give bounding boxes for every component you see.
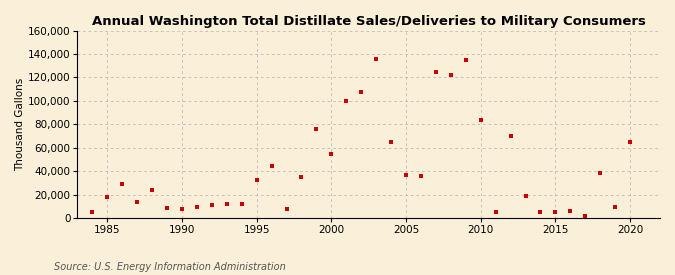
Point: [505, 134, 516, 138]
Point: [520, 194, 531, 198]
Point: [446, 73, 456, 77]
Text: Source: U.S. Energy Information Administration: Source: U.S. Energy Information Administ…: [54, 262, 286, 272]
Point: [192, 204, 202, 209]
Point: [251, 177, 262, 182]
Point: [207, 203, 217, 208]
Point: [311, 127, 322, 131]
Point: [625, 140, 636, 144]
Point: [326, 152, 337, 156]
Title: Annual Washington Total Distillate Sales/Deliveries to Military Consumers: Annual Washington Total Distillate Sales…: [92, 15, 645, 28]
Point: [221, 202, 232, 207]
Point: [490, 210, 501, 215]
Point: [431, 69, 441, 74]
Point: [266, 163, 277, 168]
Point: [595, 170, 605, 175]
Point: [296, 175, 307, 179]
Point: [565, 209, 576, 213]
Point: [161, 205, 172, 210]
Point: [341, 99, 352, 103]
Point: [550, 210, 561, 215]
Point: [371, 57, 381, 61]
Y-axis label: Thousand Gallons: Thousand Gallons: [15, 78, 25, 171]
Point: [580, 214, 591, 218]
Point: [87, 210, 98, 215]
Point: [401, 173, 412, 177]
Point: [460, 58, 471, 62]
Point: [535, 210, 546, 215]
Point: [416, 174, 427, 178]
Point: [385, 140, 396, 144]
Point: [236, 202, 247, 207]
Point: [281, 207, 292, 211]
Point: [102, 195, 113, 199]
Point: [356, 89, 367, 94]
Point: [610, 204, 620, 209]
Point: [146, 188, 157, 192]
Point: [117, 182, 128, 186]
Point: [177, 207, 188, 211]
Point: [475, 117, 486, 122]
Point: [132, 200, 142, 204]
